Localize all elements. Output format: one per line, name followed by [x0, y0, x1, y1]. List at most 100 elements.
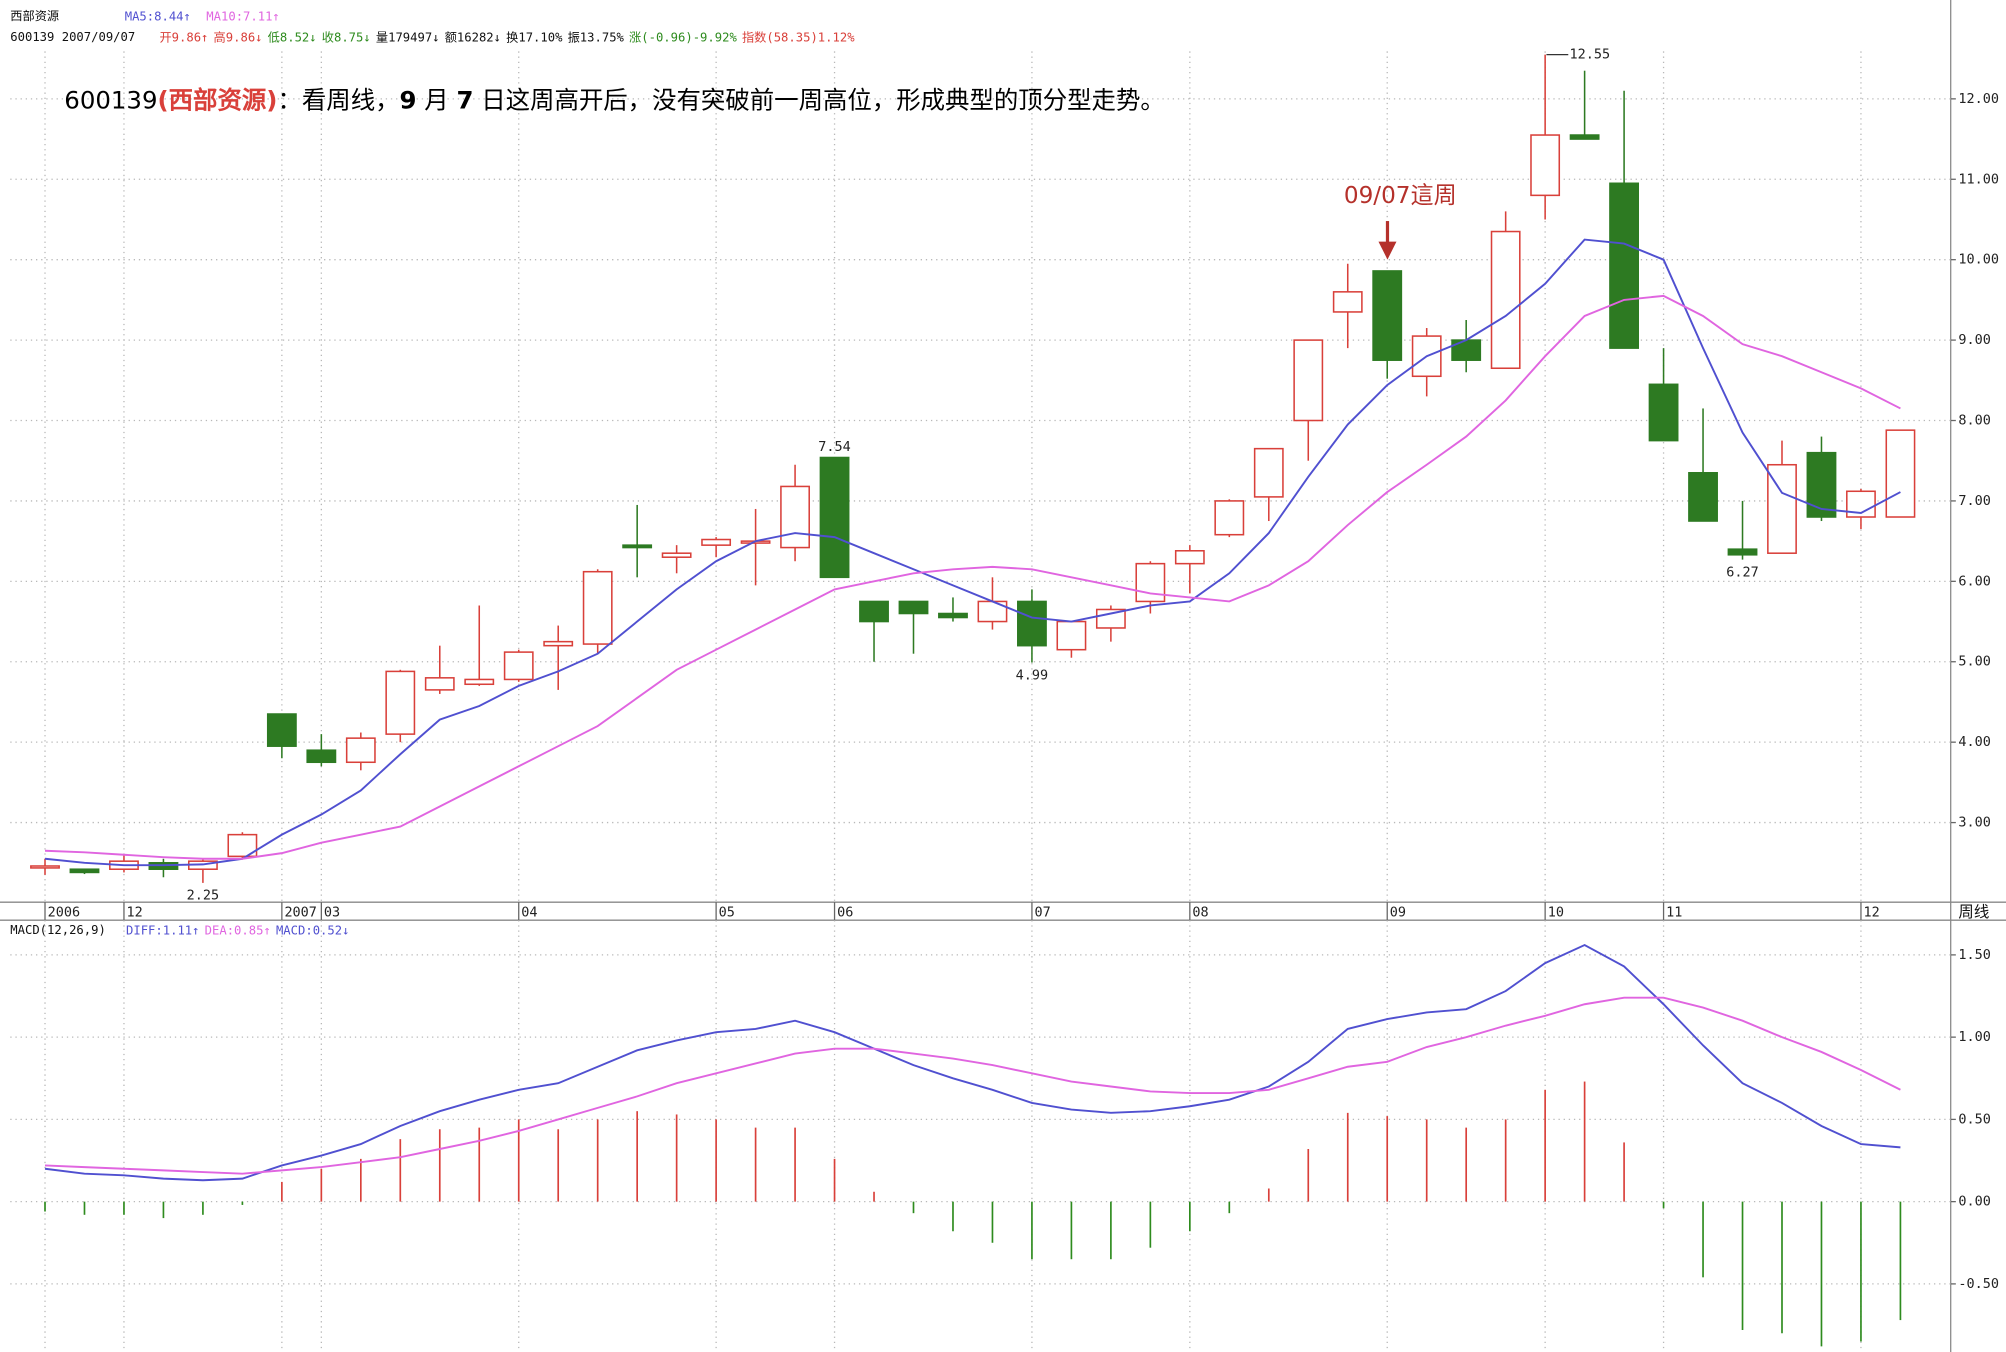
candle-body: [424, 677, 455, 691]
macd-line: [44, 943, 1901, 1182]
quote-field: 量179497↓: [376, 30, 440, 44]
period-label: 周线: [1958, 903, 1989, 921]
y-tick-label: 0.00: [1958, 1194, 1990, 1210]
moving-average: [44, 238, 1901, 867]
quote-field: 高9.86↓: [214, 29, 263, 44]
candle-body: [1174, 550, 1205, 565]
marks-layer: [30, 53, 1916, 1347]
stock-name: 西部资源: [10, 8, 59, 23]
x-tick-label: 08: [1192, 904, 1208, 920]
x-tick-label: 05: [719, 904, 735, 920]
ma-values: MA5:8.44↑ MA10:7.11↑: [125, 9, 280, 23]
quote-field: 额16282↓: [445, 30, 501, 44]
x-tick-label: 2006: [48, 904, 80, 920]
y-tick-label: 12.00: [1958, 91, 1999, 107]
candle-body: [1253, 447, 1284, 498]
quote-field: 开9.86↑: [159, 30, 208, 44]
x-tick-label: 11: [1666, 904, 1682, 920]
legend-entry: DEA:0.85↑: [205, 923, 271, 937]
note-segment: 600139: [64, 86, 157, 115]
candle-body: [345, 737, 376, 764]
candle-body: [69, 868, 100, 874]
quote-field: 收8.75↓: [322, 30, 371, 44]
price-label: 4.99: [1016, 667, 1048, 683]
candle-body: [1609, 182, 1640, 349]
x-tick-label: 07: [1035, 904, 1051, 920]
candle-body: [266, 713, 297, 747]
candle-body: [503, 651, 534, 681]
y-tick-label: 5.00: [1958, 654, 1990, 670]
commentary: 600139(西部资源)：看周线，9 月 7 日这周高开后，没有突破前一周高位，…: [64, 86, 1164, 115]
legend-entry: MACD:0.52↓: [276, 923, 350, 937]
candle-body: [1293, 339, 1324, 422]
y-tick-label: 4.00: [1958, 734, 1990, 750]
ma-value: MA10:7.11↑: [206, 9, 280, 23]
candle-body: [306, 749, 337, 764]
candle-body: [661, 552, 692, 558]
macd-legend: DIFF:1.11↑ DEA:0.85↑ MACD:0.52↓: [126, 923, 349, 937]
candle-body: [622, 544, 653, 549]
y-tick-label: 11.00: [1958, 171, 1999, 187]
macd-title: MACD(12,26,9): [10, 923, 106, 937]
y-tick-label: 1.50: [1958, 947, 1990, 963]
ma-value: MA5:8.44↑: [125, 9, 191, 23]
candle-body: [1135, 562, 1166, 603]
candle-body: [898, 600, 929, 615]
quote-fields: 开9.86↑ 高9.86↓ 低8.52↓ 收8.75↓ 量179497↓ 额16282↓ 换…: [159, 29, 855, 44]
candle-body: [819, 456, 850, 579]
y-tick-label: 9.00: [1958, 332, 1990, 348]
candle-body: [1727, 548, 1758, 556]
quote-field: 指数(58.35)1.12%: [742, 29, 855, 44]
note-segment: 9: [400, 86, 417, 115]
candle-body: [227, 833, 258, 858]
code-date: 600139 2007/09/07: [10, 30, 135, 44]
x-tick-label: 2007: [284, 904, 316, 920]
candle-body: [1688, 472, 1718, 522]
y-tick-label: 0.50: [1958, 1111, 1990, 1127]
candle-body: [859, 600, 889, 623]
moving-average: [44, 294, 1901, 860]
y-tick-label: 3.00: [1958, 815, 1990, 831]
note-segment: 月: [417, 86, 457, 115]
quote-field: 振13.75%: [568, 30, 625, 44]
candle-body: [1569, 134, 1600, 140]
week-annotation: 09/07這周: [1344, 183, 1457, 209]
candle-body: [1332, 291, 1363, 313]
annotation-arrowhead: [1378, 241, 1397, 260]
quote-field: 涨(-0.96)-9.92%: [629, 29, 737, 44]
candle-body: [1372, 270, 1403, 361]
candle-body: [1214, 500, 1245, 536]
x-tick-label: 04: [521, 904, 537, 920]
candle-body: [30, 865, 60, 869]
x-tick-label: 09: [1390, 904, 1406, 920]
y-tick-label: 8.00: [1958, 413, 1990, 429]
quote-field: 低8.52↓: [268, 30, 317, 44]
candle-body: [701, 538, 732, 546]
note-segment: 7: [456, 86, 473, 115]
candle-body: [938, 612, 968, 619]
candle-body: [1806, 451, 1837, 518]
candle-body: [1017, 600, 1047, 647]
candle-body: [582, 570, 613, 645]
x-tick-label: 12: [1864, 904, 1880, 920]
x-tick-label: 03: [324, 904, 340, 920]
price-label: 12.55: [1570, 47, 1611, 63]
note-segment: (西部资源): [157, 86, 277, 115]
candle-body: [543, 640, 574, 647]
candle-body: [1490, 230, 1521, 370]
price-label: 2.25: [187, 888, 219, 904]
note-segment: 日这周高开后，没有突破前一周高位，形成典型的顶分型走势。: [473, 86, 1164, 115]
y-tick-label: 1.00: [1958, 1029, 1990, 1045]
candle-body: [464, 678, 495, 686]
candle-body: [1648, 383, 1679, 442]
note-segment: ：看周线，: [277, 86, 399, 115]
candle-body: [385, 670, 416, 735]
quote-field: 换17.10%: [506, 30, 563, 44]
x-tick-label: 10: [1548, 904, 1564, 920]
candle-body: [1885, 429, 1916, 518]
x-tick-label: 06: [837, 904, 853, 920]
y-tick-label: 10.00: [1958, 252, 1999, 268]
y-tick-label: 7.00: [1958, 493, 1990, 509]
